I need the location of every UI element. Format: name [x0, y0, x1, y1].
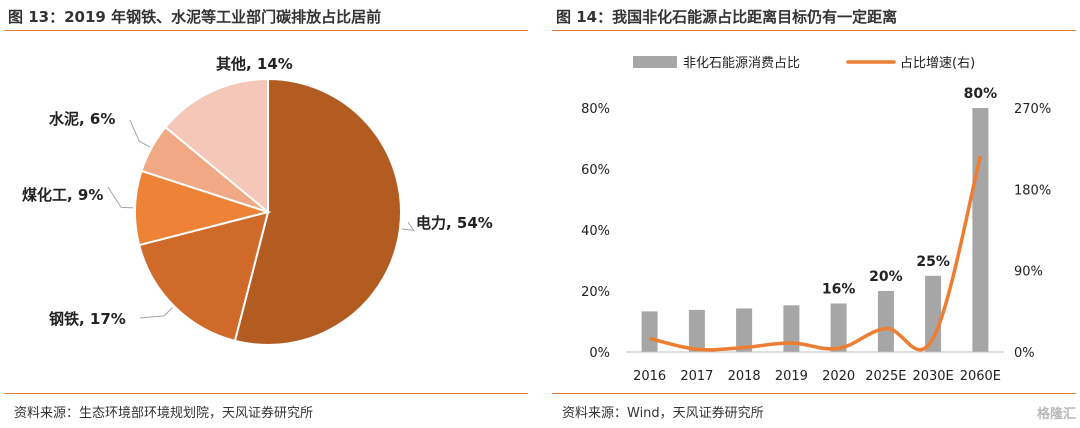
right-title-rule [552, 30, 1076, 31]
y-left-tick-label: 40% [581, 224, 610, 239]
growth-rate-line [649, 155, 983, 352]
pie-slice-5 [164, 77, 269, 215]
x-tick-label: 2020 [822, 369, 855, 384]
y-right-tick-label: 0% [1014, 346, 1035, 361]
pie-slice-1 [233, 77, 402, 346]
x-tick-label: 2025E [865, 369, 906, 384]
y-right-tick-label: 270% [1014, 102, 1051, 117]
pie-slice-label-5: 其他, 14% [216, 55, 293, 73]
bar-2016 [641, 311, 658, 352]
right-figure-panel: 图 14：我国非化石能源占比距离目标仍有一定距离 非化石能源消费占比 占比增速(右… [548, 0, 1080, 428]
bar-data-label-2020: 16% [822, 282, 856, 298]
y-right-tick-label: 180% [1014, 183, 1051, 198]
legend-bar-label: 非化石能源消费占比 [683, 56, 800, 71]
x-tick-label: 2018 [728, 369, 761, 384]
bar-line-chart: 非化石能源消费占比 占比增速(右) 0% 20% 40% 60% 80% 0% 90% 180% 2… [581, 56, 1051, 384]
bar-2060E [972, 108, 989, 352]
bar-2025E [877, 291, 894, 352]
y-left-tick-label: 80% [581, 102, 610, 117]
bar-data-label-2060E: 80% [964, 86, 998, 102]
x-tick-label: 2016 [633, 369, 666, 384]
pie-slice-label-3: 煤化工, 9% [22, 186, 103, 204]
y-left-tick-label: 60% [581, 163, 610, 178]
right-source-rule [552, 393, 1076, 394]
left-title-rule [4, 30, 528, 31]
bar-2019 [783, 305, 800, 352]
pie-leader-line-4 [129, 119, 150, 148]
y-left-tick-label: 20% [581, 285, 610, 300]
x-tick-label: 2030E [912, 369, 953, 384]
pie-leader-line-1 [401, 221, 415, 232]
x-tick-label: 2060E [960, 369, 1001, 384]
x-tick-label: 2019 [775, 369, 808, 384]
bar-2020 [830, 303, 847, 352]
bar-2017 [688, 309, 705, 352]
bar-data-label-2025E: 20% [869, 269, 903, 285]
left-figure-title: 图 13：2019 年钢铁、水泥等工业部门碳排放占比居前 [8, 8, 382, 26]
pie-chart: 电力, 54% 钢铁, 17% 煤化工, 9% 水泥, 6% 其他, 14% [22, 55, 493, 346]
pie-slice-label-1: 电力, 54% [416, 214, 493, 232]
pie-leader-line-2 [139, 307, 173, 319]
x-tick-label: 2017 [680, 369, 713, 384]
right-source-note: 资料来源：Wind，天风证券研究所 [562, 406, 764, 421]
watermark-logo: 格隆汇 [1036, 407, 1076, 422]
pie-slice-label-2: 钢铁, 17% [49, 310, 126, 328]
legend-bar-swatch [633, 56, 677, 68]
pie-slice-label-4: 水泥, 6% [49, 110, 115, 128]
y-left-tick-label: 0% [589, 346, 610, 361]
y-right-tick-label: 90% [1014, 265, 1043, 280]
right-figure-title: 图 14：我国非化石能源占比距离目标仍有一定距离 [556, 8, 898, 26]
left-figure-panel: 图 13：2019 年钢铁、水泥等工业部门碳排放占比居前 电力, 54% 钢铁, … [0, 0, 532, 428]
left-source-note: 资料来源：生态环境部环境规划院，天风证券研究所 [14, 406, 314, 421]
bar-2018 [736, 308, 753, 352]
pie-slice-2 [137, 210, 270, 343]
bar-data-label-2030E: 25% [916, 254, 950, 270]
pie-leader-line-3 [107, 186, 134, 209]
legend-line-label: 占比增速(右) [900, 56, 975, 71]
left-source-rule [4, 393, 528, 394]
